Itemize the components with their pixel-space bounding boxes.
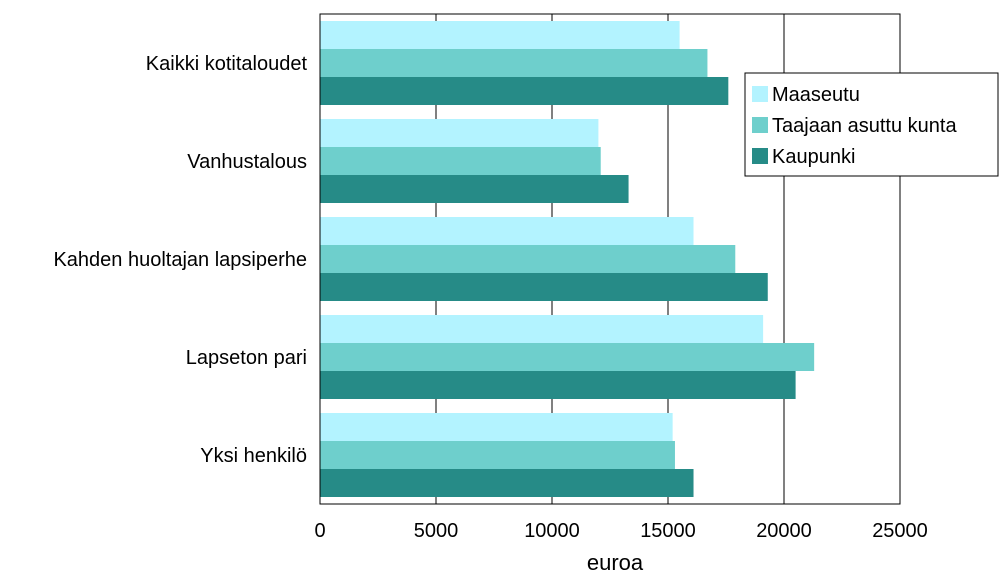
x-axis-title: euroa (587, 550, 644, 573)
category-label: Kahden huoltajan lapsiperhe (53, 249, 307, 271)
bar-2-1 (320, 49, 708, 77)
x-tick-label: 25000 (872, 520, 928, 542)
x-tick-label: 15000 (640, 520, 696, 542)
legend-swatch (752, 86, 768, 102)
bar-2-4 (320, 343, 815, 371)
category-label: Vanhustalous (187, 151, 307, 173)
category-label: Yksi henkilö (200, 445, 307, 467)
legend-label: Maaseutu (772, 84, 860, 106)
bar-3-4 (320, 371, 796, 399)
bar-2-5 (320, 441, 675, 469)
plot-border (319, 13, 901, 505)
x-tick-label: 20000 (756, 520, 812, 542)
x-tick-label: 5000 (414, 520, 459, 542)
bar-3-3 (320, 273, 768, 301)
x-tick-label: 10000 (524, 520, 580, 542)
bar-1-5 (320, 413, 673, 441)
legend-swatch (752, 148, 768, 164)
bar-3-2 (320, 175, 629, 203)
legend-box (744, 72, 999, 177)
legend-swatch (752, 117, 768, 133)
category-label: Lapseton pari (186, 347, 307, 369)
bar-1-3 (320, 217, 694, 245)
bar-3-1 (320, 77, 729, 105)
bar-1-1 (320, 21, 680, 49)
legend-label: Kaupunki (772, 146, 855, 168)
bar-2-3 (320, 245, 736, 273)
bar-1-4 (320, 315, 764, 343)
bar-2-2 (320, 147, 601, 175)
bar-3-5 (320, 469, 694, 497)
x-tick-label: 0 (314, 520, 325, 542)
category-label: Kaikki kotitaloudet (146, 53, 308, 75)
legend-label: Taajaan asuttu kunta (772, 115, 957, 137)
bar-1-2 (320, 119, 599, 147)
